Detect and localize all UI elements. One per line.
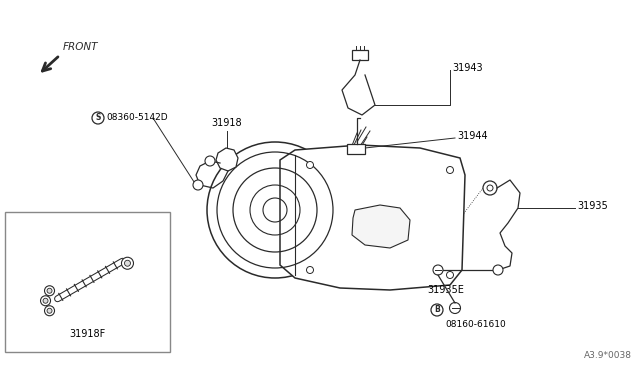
Text: 31918F: 31918F xyxy=(69,329,106,339)
Bar xyxy=(347,144,365,154)
Text: FRONT: FRONT xyxy=(63,42,99,52)
Circle shape xyxy=(207,142,343,278)
Circle shape xyxy=(447,272,454,279)
Text: 08160-61610: 08160-61610 xyxy=(445,320,506,329)
Circle shape xyxy=(449,302,461,314)
Text: S: S xyxy=(95,113,100,122)
Circle shape xyxy=(122,257,134,269)
Text: 31935E: 31935E xyxy=(428,285,465,295)
Polygon shape xyxy=(280,145,465,290)
Polygon shape xyxy=(352,205,410,248)
Text: 31935: 31935 xyxy=(577,201,608,211)
Circle shape xyxy=(433,265,443,275)
Text: 31943: 31943 xyxy=(452,63,483,73)
Bar xyxy=(352,50,368,60)
Text: 31944: 31944 xyxy=(457,131,488,141)
Text: B: B xyxy=(434,305,440,314)
Circle shape xyxy=(193,180,203,190)
Circle shape xyxy=(47,288,52,293)
Circle shape xyxy=(45,306,54,316)
Text: A3.9*0038: A3.9*0038 xyxy=(584,351,632,360)
Circle shape xyxy=(45,286,54,296)
Circle shape xyxy=(493,265,503,275)
Circle shape xyxy=(307,161,314,169)
Circle shape xyxy=(40,296,51,306)
Bar xyxy=(5,212,170,352)
Circle shape xyxy=(447,167,454,173)
Circle shape xyxy=(92,112,104,124)
Circle shape xyxy=(205,156,215,166)
Circle shape xyxy=(487,185,493,191)
Polygon shape xyxy=(216,148,238,171)
Circle shape xyxy=(483,181,497,195)
Circle shape xyxy=(307,266,314,273)
Circle shape xyxy=(47,308,52,313)
Circle shape xyxy=(43,298,48,303)
Circle shape xyxy=(431,304,443,316)
Text: 31918: 31918 xyxy=(212,118,243,128)
Text: 08360-5142D: 08360-5142D xyxy=(106,113,168,122)
Circle shape xyxy=(124,260,131,266)
